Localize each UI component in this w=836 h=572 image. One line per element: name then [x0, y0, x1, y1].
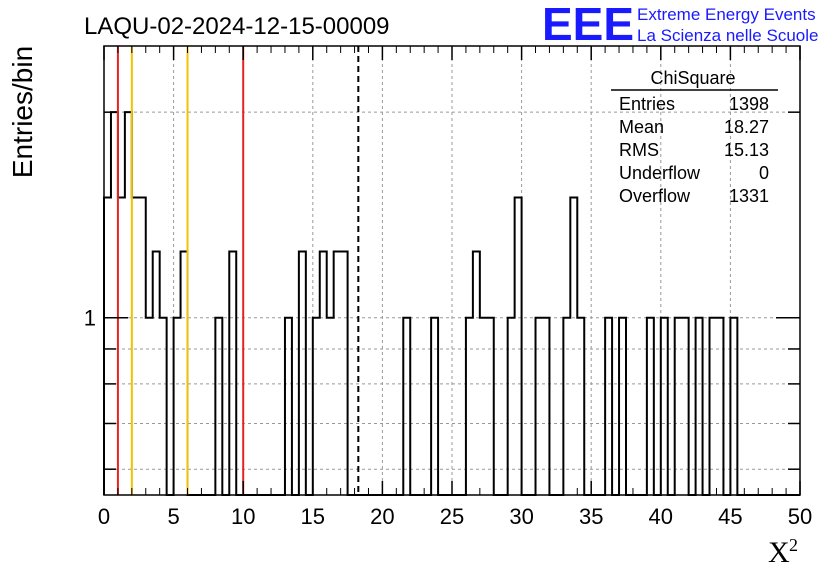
- x-tick-label: 25: [440, 504, 464, 529]
- plot-frame: [103, 45, 801, 496]
- y-tick-label: 1: [84, 306, 96, 331]
- x-axis-label-main: X: [768, 536, 790, 569]
- stats-box: ChiSquare Entries 1398 Mean 18.27 RMS 15.13 Un…: [611, 68, 778, 206]
- x-tick-label: 40: [649, 504, 673, 529]
- x-tick-label: 20: [370, 504, 394, 529]
- axis-ticks: 0 5 10 15 20 25 30 35 40 45 50 1: [84, 46, 812, 529]
- stats-value-underflow: 0: [759, 163, 769, 183]
- x-tick-label: 15: [301, 504, 325, 529]
- stats-label-rms: RMS: [619, 140, 659, 160]
- eee-logo-mark: EEE: [542, 0, 634, 50]
- x-axis-label: X 2: [768, 535, 798, 569]
- stats-value-rms: 15.13: [724, 140, 769, 160]
- reference-lines: [116, 46, 360, 495]
- x-axis-label-superscript: 2: [789, 535, 798, 555]
- x-tick-label: 0: [98, 504, 110, 529]
- x-tick-label: 50: [788, 504, 812, 529]
- stats-label-mean: Mean: [619, 117, 664, 137]
- stats-value-mean: 18.27: [724, 117, 769, 137]
- chart-title: LAQU-02-2024-12-15-00009: [84, 13, 390, 40]
- eee-logo-line2: La Scienza nelle Scuole: [637, 26, 818, 45]
- y-axis-label: Entries/bin: [7, 46, 38, 178]
- x-tick-label: 10: [231, 504, 255, 529]
- eee-logo: EEE Extreme Energy Events La Scienza nel…: [542, 0, 818, 50]
- stats-label-underflow: Underflow: [619, 163, 701, 183]
- stats-label-overflow: Overflow: [619, 186, 691, 206]
- x-tick-label: 35: [579, 504, 603, 529]
- stats-value-overflow: 1331: [729, 186, 769, 206]
- x-tick-label: 5: [167, 504, 179, 529]
- x-tick-label: 30: [509, 504, 533, 529]
- eee-logo-line1: Extreme Energy Events: [637, 5, 816, 24]
- stats-title: ChiSquare: [650, 68, 735, 88]
- x-tick-label: 45: [718, 504, 742, 529]
- stats-value-entries: 1398: [729, 94, 769, 114]
- stats-label-entries: Entries: [619, 94, 675, 114]
